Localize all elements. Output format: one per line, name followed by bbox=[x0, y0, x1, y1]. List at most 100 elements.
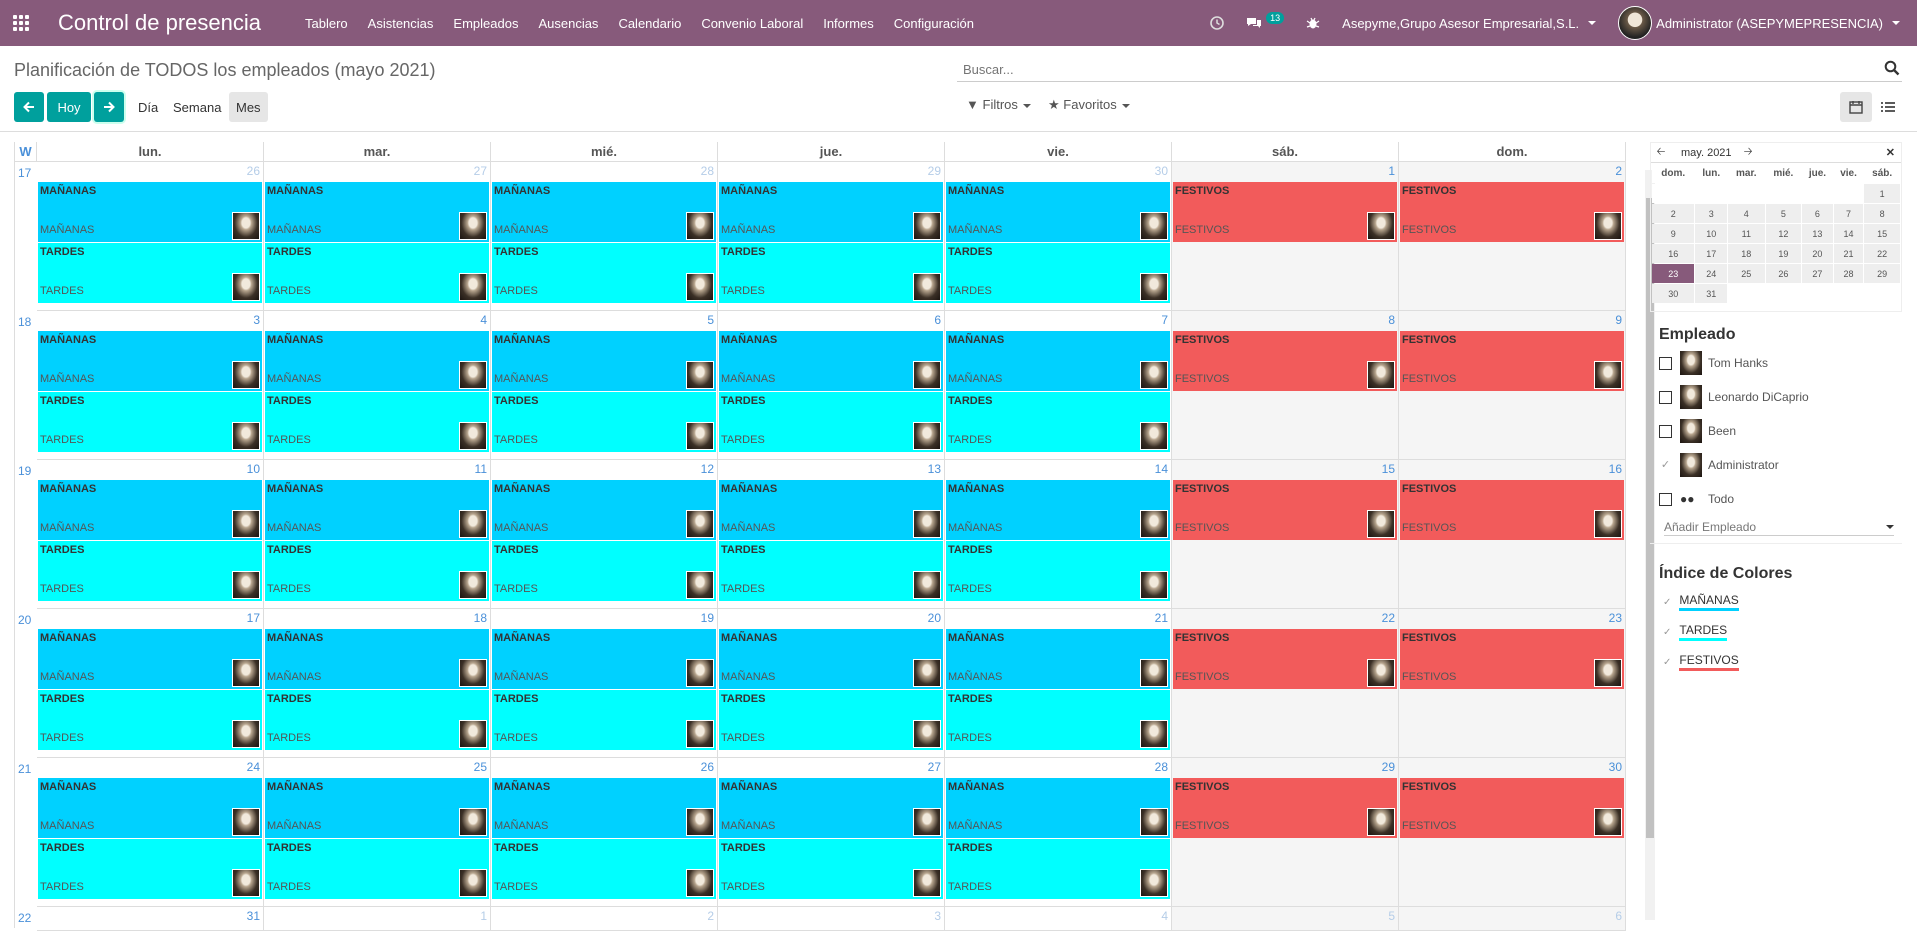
calendar-event[interactable]: FESTIVOS FESTIVOS bbox=[1173, 629, 1397, 689]
mini-day[interactable]: 5 bbox=[1765, 204, 1802, 223]
mini-day[interactable]: 2 bbox=[1652, 204, 1695, 223]
calendar-event[interactable]: MAÑANAS MAÑANAS bbox=[719, 182, 943, 242]
mini-day[interactable]: 31 bbox=[1695, 284, 1728, 303]
mini-day[interactable]: 27 bbox=[1802, 264, 1833, 283]
calendar-event[interactable]: MAÑANAS MAÑANAS bbox=[492, 331, 716, 391]
calendar-event[interactable]: TARDES TARDES bbox=[38, 243, 262, 303]
employee-checkbox[interactable] bbox=[1659, 424, 1672, 438]
calendar-event[interactable]: MAÑANAS MAÑANAS bbox=[492, 629, 716, 689]
scale-month-button[interactable]: Mes bbox=[229, 92, 268, 122]
mini-day[interactable]: 19 bbox=[1765, 244, 1802, 263]
favorites-dropdown[interactable]: ★ Favoritos bbox=[1048, 97, 1130, 113]
day-cell[interactable]: 29 FESTIVOS FESTIVOS bbox=[1172, 758, 1399, 907]
menu-item[interactable]: Ausencias bbox=[538, 15, 599, 31]
calendar-event[interactable]: FESTIVOS FESTIVOS bbox=[1173, 182, 1397, 242]
day-cell[interactable]: 4 bbox=[945, 907, 1172, 931]
scale-week-button[interactable]: Semana bbox=[173, 99, 222, 115]
calendar-event[interactable]: FESTIVOS FESTIVOS bbox=[1400, 629, 1624, 689]
menu-item[interactable]: Empleados bbox=[453, 15, 519, 31]
mini-day[interactable]: 6 bbox=[1802, 204, 1833, 223]
debug-bug-icon[interactable] bbox=[1295, 16, 1331, 30]
list-view-button[interactable] bbox=[1872, 92, 1904, 122]
calendar-event[interactable]: FESTIVOS FESTIVOS bbox=[1173, 480, 1397, 540]
mini-prev-icon[interactable]: 🡠 bbox=[1656, 146, 1666, 158]
calendar-event[interactable]: TARDES TARDES bbox=[492, 690, 716, 750]
calendar-event[interactable]: TARDES TARDES bbox=[719, 690, 943, 750]
mini-day[interactable]: 1 bbox=[1864, 184, 1900, 203]
calendar-scrollbar[interactable] bbox=[1645, 170, 1655, 920]
mini-day[interactable]: 4 bbox=[1728, 204, 1765, 223]
day-cell[interactable]: 3 MAÑANAS MAÑANAS TARDES TARDES bbox=[37, 311, 264, 460]
day-cell[interactable]: 17 MAÑANAS MAÑANAS TARDES TARDES bbox=[37, 609, 264, 758]
day-cell[interactable]: 31 bbox=[37, 907, 264, 931]
mini-day[interactable]: 23 bbox=[1652, 264, 1695, 283]
mini-day[interactable]: 22 bbox=[1864, 244, 1900, 263]
menu-item[interactable]: Configuración bbox=[893, 15, 975, 31]
day-cell[interactable]: 10 MAÑANAS MAÑANAS TARDES TARDES bbox=[37, 460, 264, 609]
mini-day[interactable]: 21 bbox=[1833, 244, 1864, 263]
calendar-event[interactable]: FESTIVOS FESTIVOS bbox=[1173, 778, 1397, 838]
employee-filter-item[interactable]: Leonardo DiCaprio bbox=[1650, 380, 1902, 414]
day-cell[interactable]: 12 MAÑANAS MAÑANAS TARDES TARDES bbox=[491, 460, 718, 609]
mini-day[interactable]: 24 bbox=[1695, 264, 1728, 283]
mini-day[interactable]: 3 bbox=[1695, 204, 1728, 223]
color-index-item[interactable]: ✓ MAÑANAS bbox=[1650, 587, 1902, 617]
calendar-event[interactable]: MAÑANAS MAÑANAS bbox=[265, 480, 489, 540]
user-menu[interactable]: Administrator (ASEPYMEPRESENCIA) bbox=[1607, 6, 1911, 40]
calendar-event[interactable]: MAÑANAS MAÑANAS bbox=[719, 778, 943, 838]
calendar-event[interactable]: FESTIVOS FESTIVOS bbox=[1173, 331, 1397, 391]
calendar-event[interactable]: TARDES TARDES bbox=[38, 541, 262, 601]
calendar-event[interactable]: TARDES TARDES bbox=[492, 392, 716, 452]
menu-item[interactable]: Informes bbox=[823, 15, 874, 31]
day-cell[interactable]: 11 MAÑANAS MAÑANAS TARDES TARDES bbox=[264, 460, 491, 609]
employee-filter-item[interactable]: Tom Hanks bbox=[1650, 346, 1902, 380]
calendar-event[interactable]: MAÑANAS MAÑANAS bbox=[946, 778, 1170, 838]
mini-day[interactable]: 13 bbox=[1802, 224, 1833, 243]
menu-item[interactable]: Calendario bbox=[618, 15, 682, 31]
calendar-event[interactable]: MAÑANAS MAÑANAS bbox=[719, 629, 943, 689]
employee-checkbox[interactable] bbox=[1659, 390, 1672, 404]
calendar-event[interactable]: FESTIVOS FESTIVOS bbox=[1400, 331, 1624, 391]
search-input[interactable] bbox=[957, 58, 1857, 80]
calendar-event[interactable]: TARDES TARDES bbox=[946, 690, 1170, 750]
calendar-event[interactable]: TARDES TARDES bbox=[265, 690, 489, 750]
scale-day-button[interactable]: Día bbox=[138, 99, 159, 115]
calendar-event[interactable]: MAÑANAS MAÑANAS bbox=[719, 331, 943, 391]
day-cell[interactable]: 18 MAÑANAS MAÑANAS TARDES TARDES bbox=[264, 609, 491, 758]
employee-filter-item[interactable]: ✓ Administrator bbox=[1650, 448, 1902, 482]
calendar-event[interactable]: MAÑANAS MAÑANAS bbox=[38, 331, 262, 391]
calendar-event[interactable]: MAÑANAS MAÑANAS bbox=[719, 480, 943, 540]
calendar-event[interactable]: FESTIVOS FESTIVOS bbox=[1400, 182, 1624, 242]
mini-day[interactable]: 17 bbox=[1695, 244, 1728, 263]
day-cell[interactable]: 22 FESTIVOS FESTIVOS bbox=[1172, 609, 1399, 758]
calendar-event[interactable]: MAÑANAS MAÑANAS bbox=[492, 778, 716, 838]
day-cell[interactable]: 5 bbox=[1172, 907, 1399, 931]
employee-filter-item[interactable]: ●● Todo bbox=[1650, 482, 1902, 516]
day-cell[interactable]: 2 FESTIVOS FESTIVOS bbox=[1399, 162, 1626, 311]
day-cell[interactable]: 8 FESTIVOS FESTIVOS bbox=[1172, 311, 1399, 460]
calendar-event[interactable]: TARDES TARDES bbox=[719, 243, 943, 303]
mini-day[interactable]: 12 bbox=[1765, 224, 1802, 243]
day-cell[interactable]: 26 MAÑANAS MAÑANAS TARDES TARDES bbox=[491, 758, 718, 907]
day-cell[interactable]: 26 MAÑANAS MAÑANAS TARDES TARDES bbox=[37, 162, 264, 311]
next-button[interactable] bbox=[94, 92, 124, 122]
day-cell[interactable]: 7 MAÑANAS MAÑANAS TARDES TARDES bbox=[945, 311, 1172, 460]
calendar-event[interactable]: TARDES TARDES bbox=[946, 243, 1170, 303]
day-cell[interactable]: 19 MAÑANAS MAÑANAS TARDES TARDES bbox=[491, 609, 718, 758]
calendar-event[interactable]: MAÑANAS MAÑANAS bbox=[946, 480, 1170, 540]
day-cell[interactable]: 25 MAÑANAS MAÑANAS TARDES TARDES bbox=[264, 758, 491, 907]
calendar-event[interactable]: TARDES TARDES bbox=[38, 839, 262, 899]
color-index-item[interactable]: ✓ TARDES bbox=[1650, 617, 1902, 647]
calendar-event[interactable]: MAÑANAS MAÑANAS bbox=[265, 629, 489, 689]
calendar-event[interactable]: FESTIVOS FESTIVOS bbox=[1400, 778, 1624, 838]
mini-day[interactable]: 25 bbox=[1728, 264, 1765, 283]
filters-dropdown[interactable]: ▼ Filtros bbox=[966, 97, 1031, 112]
mini-close-icon[interactable]: ✕ bbox=[1885, 147, 1895, 159]
employee-filter-item[interactable]: Been bbox=[1650, 414, 1902, 448]
calendar-event[interactable]: TARDES TARDES bbox=[719, 392, 943, 452]
calendar-event[interactable]: MAÑANAS MAÑANAS bbox=[265, 778, 489, 838]
menu-item[interactable]: Asistencias bbox=[367, 15, 434, 31]
add-employee-field[interactable]: Añadir Empleado bbox=[1664, 518, 1894, 536]
calendar-event[interactable]: TARDES TARDES bbox=[719, 839, 943, 899]
employee-checkbox[interactable] bbox=[1659, 356, 1672, 370]
